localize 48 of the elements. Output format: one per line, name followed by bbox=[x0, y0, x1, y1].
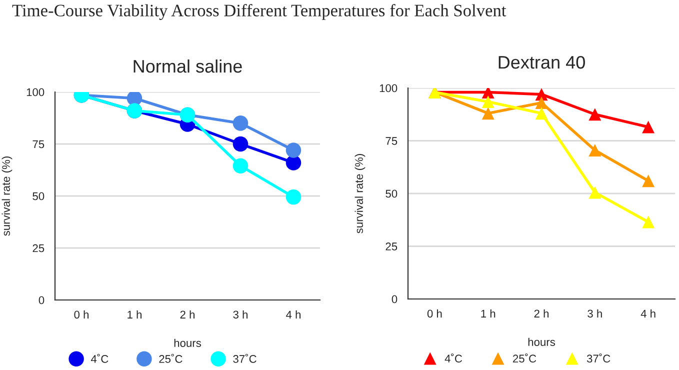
point bbox=[286, 142, 302, 158]
point bbox=[535, 107, 548, 120]
legend-label: 25˚C bbox=[513, 353, 536, 363]
point bbox=[642, 120, 655, 134]
x-tick-label: 3 h bbox=[233, 310, 248, 319]
y-tick-label: 75 bbox=[32, 140, 44, 148]
point bbox=[232, 158, 248, 174]
x-tick-label: 0 h bbox=[74, 310, 89, 319]
point bbox=[642, 174, 655, 188]
x-tick-label: 4 h bbox=[286, 310, 301, 318]
chart-subtitle: Time-Course Viability Across Different Temperatures for Each Solvent bbox=[12, 4, 506, 20]
legend-label: 37˚C bbox=[586, 353, 610, 363]
x-tick-label: 2 h bbox=[534, 309, 549, 318]
point bbox=[482, 107, 494, 120]
y-tick-label: 25 bbox=[32, 244, 44, 252]
y-tick-label: 100 bbox=[26, 88, 44, 96]
chart-title: Dextran 40 bbox=[498, 56, 585, 69]
x-tick-label: 1 h bbox=[128, 310, 142, 318]
chart-title: Normal saline bbox=[134, 59, 242, 73]
x-axis-title: hours bbox=[528, 338, 555, 346]
y-tick-label: 0 bbox=[392, 295, 398, 304]
x-tick-label: 4 h bbox=[640, 309, 656, 318]
y-tick-label: 0 bbox=[38, 296, 44, 304]
y-tick-label: 50 bbox=[386, 190, 398, 198]
x-tick-label: 0 h bbox=[427, 309, 442, 318]
point bbox=[232, 116, 248, 131]
point bbox=[588, 108, 602, 121]
y-axis-title: survival rate (%) bbox=[354, 154, 366, 234]
x-axis-title: hours bbox=[174, 338, 201, 347]
point bbox=[482, 95, 494, 108]
point bbox=[535, 96, 548, 110]
legend-label: 4˚C bbox=[91, 354, 108, 363]
y-tick-label: 25 bbox=[386, 242, 398, 250]
point bbox=[232, 136, 248, 152]
x-tick-label: 3 h bbox=[588, 309, 602, 318]
y-axis-title: survival rate (%) bbox=[2, 156, 12, 236]
point bbox=[588, 144, 602, 156]
y-tick-label: 75 bbox=[386, 137, 398, 145]
y-tick-label: 100 bbox=[380, 84, 398, 92]
legend-label: 37˚C bbox=[233, 354, 256, 363]
y-tick-label: 50 bbox=[32, 192, 44, 200]
x-tick-label: 2 h bbox=[180, 310, 195, 318]
point bbox=[642, 216, 655, 228]
legend-label: 4˚C bbox=[444, 353, 462, 363]
x-tick-label: 1 h bbox=[481, 309, 496, 318]
point bbox=[286, 189, 302, 205]
legend-label: 25˚C bbox=[159, 354, 182, 363]
point bbox=[588, 186, 602, 199]
